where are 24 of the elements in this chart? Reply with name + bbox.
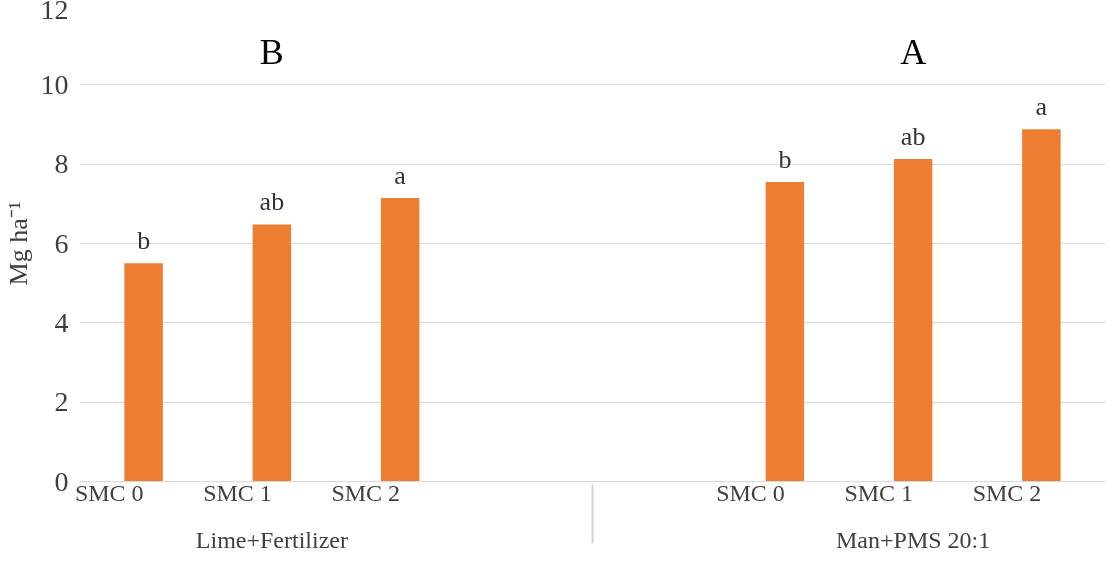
text: Lime+Fertilizer — [195, 526, 348, 553]
x-tick-label: SMC 0 — [716, 479, 785, 506]
data-label: ab — [900, 122, 926, 152]
x-tick-label: SMC 2 — [331, 479, 401, 506]
annotation: B — [259, 32, 284, 73]
y-tick-label: 6 — [54, 227, 69, 259]
text: Man+PMS 20:1 — [836, 526, 991, 553]
x-tick-label: SMC 2 — [972, 479, 1042, 506]
data-label: a — [394, 160, 407, 190]
y-tick-label: 12 — [40, 0, 69, 25]
annotation: A — [900, 32, 927, 73]
x-tick-label: SMC 0 — [74, 479, 144, 506]
y-tick-label: 0 — [54, 465, 69, 497]
y-tick-label: 8 — [54, 148, 69, 180]
data-label: ab — [259, 187, 285, 217]
data-label: a — [1035, 92, 1048, 122]
y-axis-title: Mg ha⁻¹ — [3, 201, 33, 286]
x-tick-label: SMC 1 — [844, 479, 914, 506]
y-tick-label: 2 — [54, 386, 69, 418]
data-label: b — [778, 145, 792, 175]
x-tick-label: SMC 1 — [203, 479, 272, 506]
data-label: b — [137, 226, 151, 256]
y-tick-label: 4 — [54, 306, 69, 338]
y-tick-label: 10 — [40, 68, 69, 100]
